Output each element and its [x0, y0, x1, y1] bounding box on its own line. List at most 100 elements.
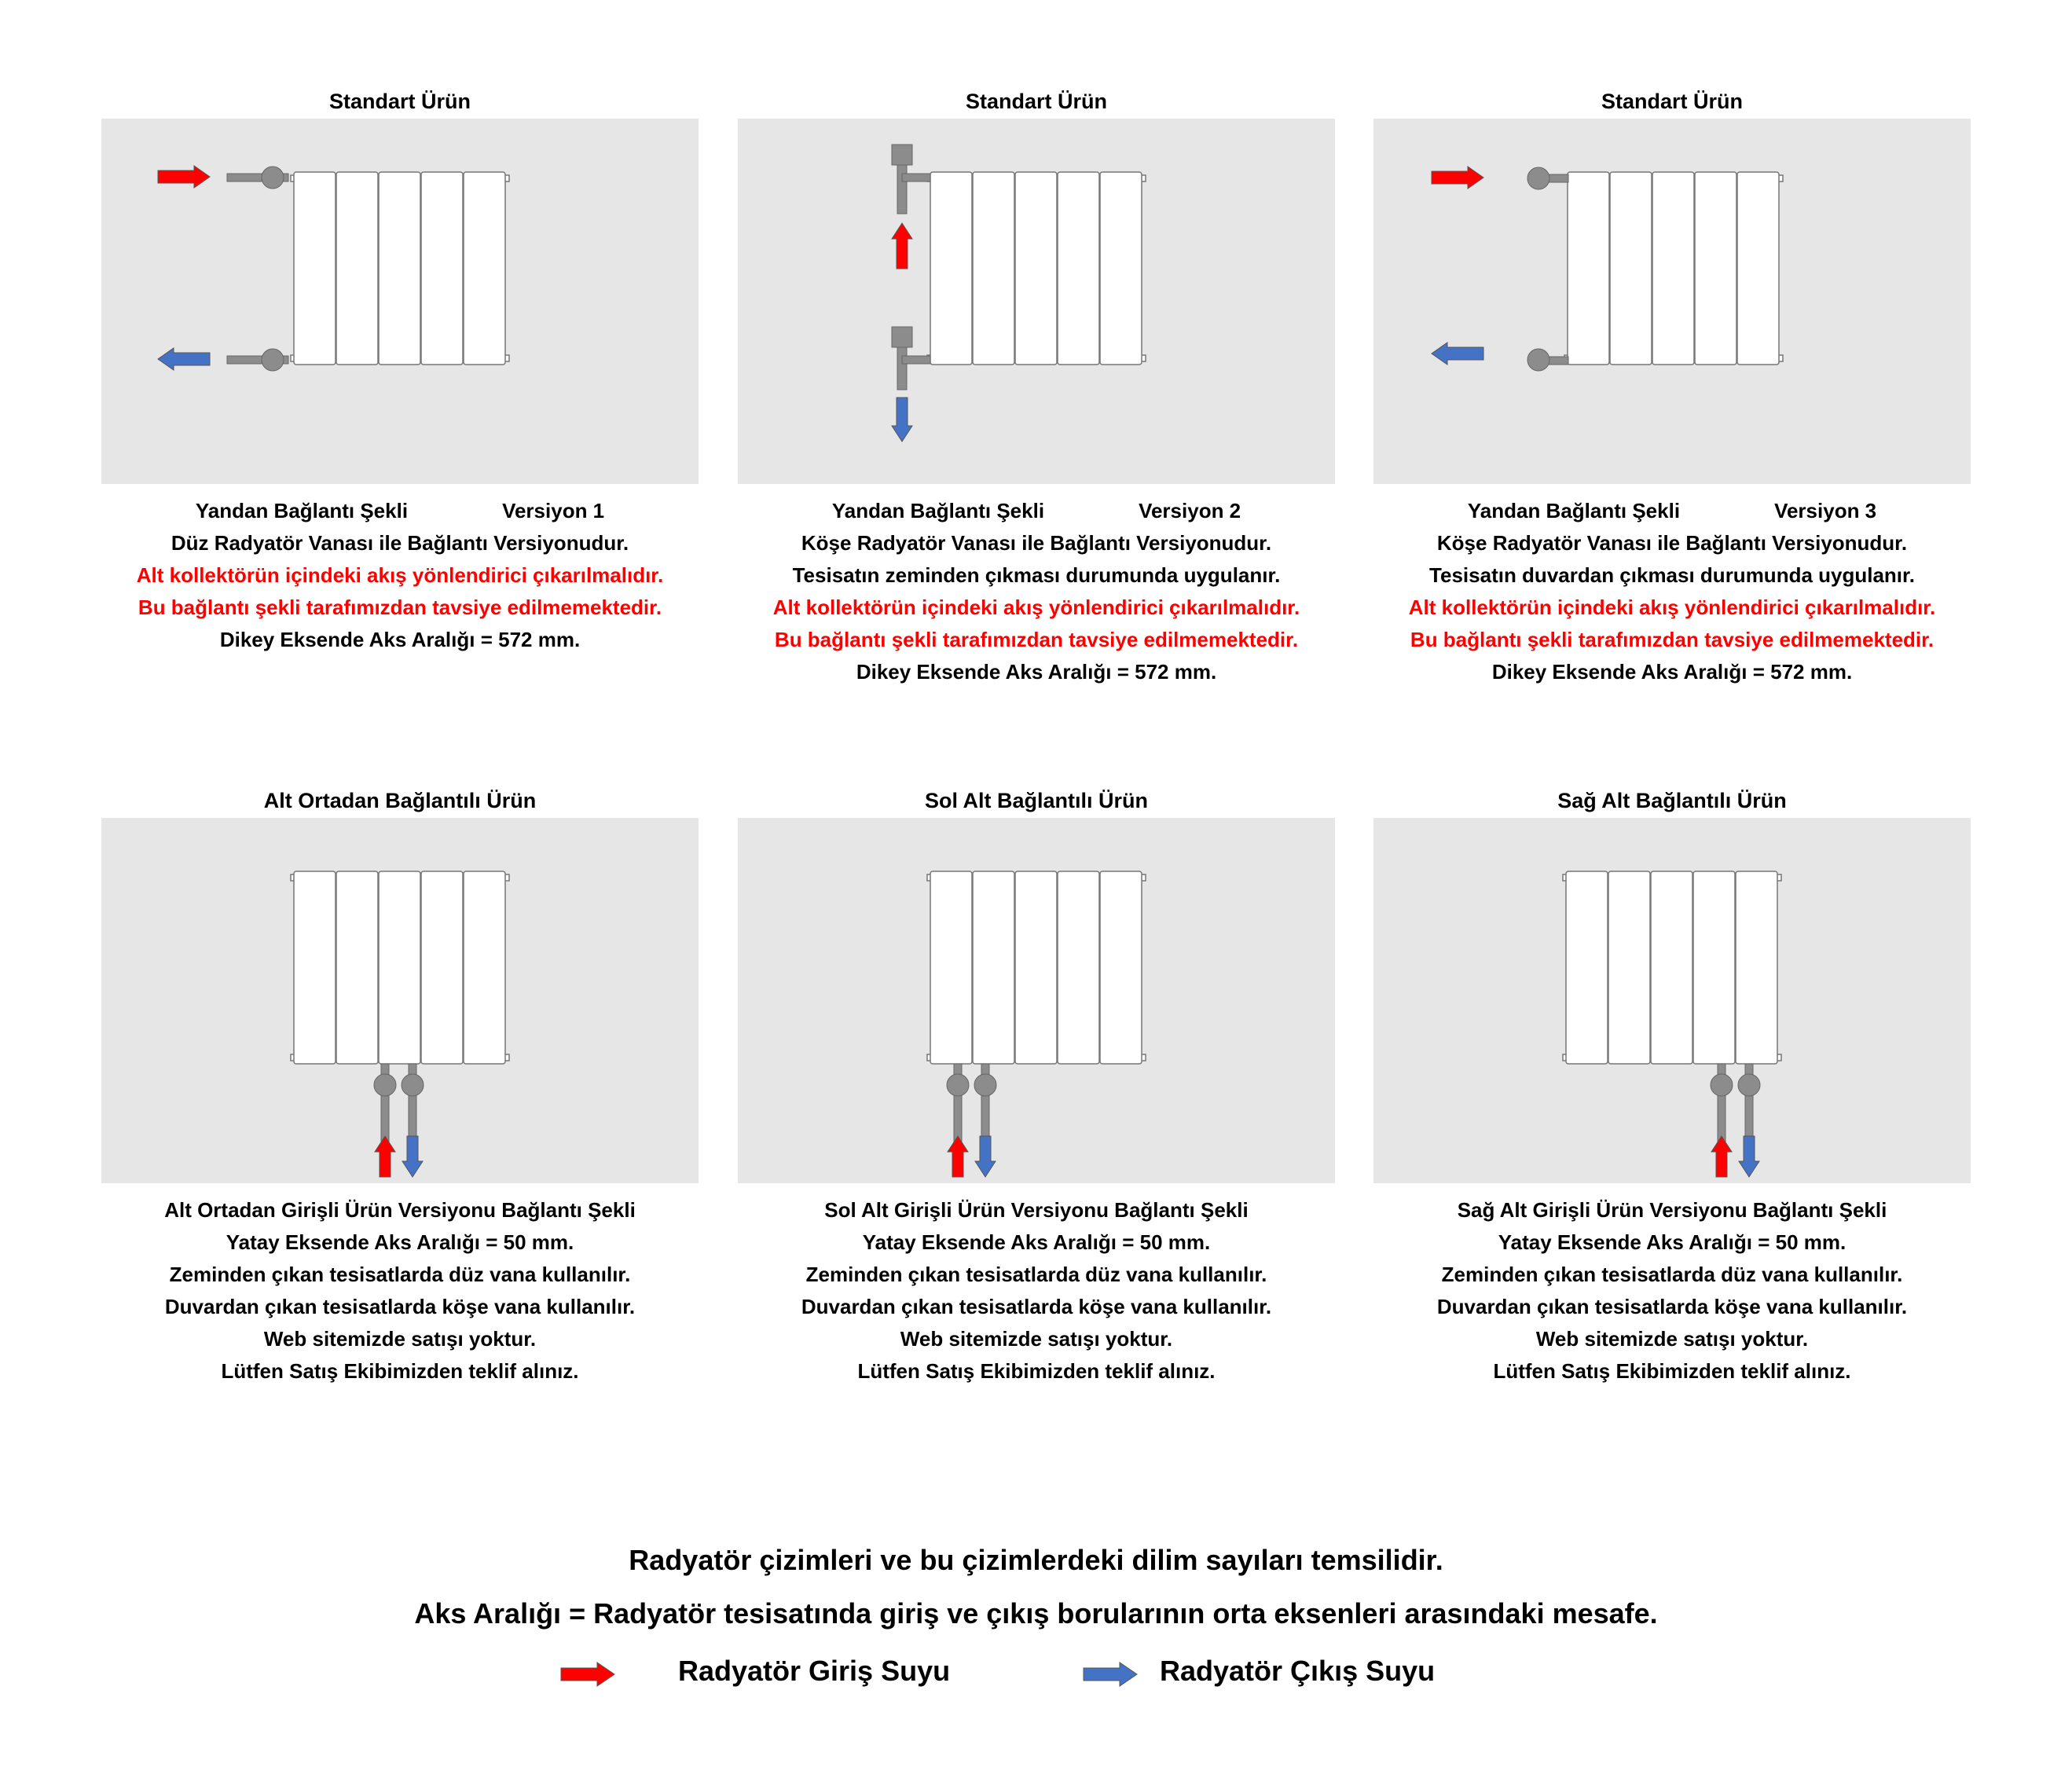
radiator-slice [1014, 871, 1058, 1065]
radiator-slice [1694, 171, 1737, 365]
version-label: Versiyon 1 [502, 499, 605, 522]
version-label: Versiyon 3 [1774, 499, 1877, 522]
valve-knob-icon [261, 166, 284, 189]
legend-outlet-arrow-icon [1083, 1662, 1138, 1687]
radiator-slice [1014, 171, 1058, 365]
legend-inlet-label: Radyatör Giriş Suyu [678, 1655, 951, 1687]
description-line: Web sitemizde satışı yoktur. [1535, 1327, 1809, 1351]
description-line: Duvardan çıkan tesisatlarda köşe vana ku… [801, 1295, 1272, 1318]
corner-valve-icon [891, 326, 913, 348]
valve-knob-icon [373, 1073, 397, 1097]
footnote-representative: Radyatör çizimleri ve bu çizimlerdeki di… [629, 1544, 1443, 1576]
radiator-slice [1565, 871, 1608, 1065]
pipe [226, 173, 289, 182]
corner-valve-icon [891, 144, 913, 166]
description-line: Alt Ortadan Girişli Ürün Versiyonu Bağla… [164, 1198, 636, 1222]
radiator-diagram [290, 871, 510, 1178]
connection-type-label: Yandan Bağlantı Şekli [195, 499, 409, 522]
description-line: Yatay Eksende Aks Aralığı = 50 mm. [226, 1230, 574, 1254]
valve-knob-icon [401, 1073, 424, 1097]
valve-knob-icon [1527, 348, 1550, 372]
description-line: Yandan Bağlantı Şekli Versiyon 2 [738, 495, 1335, 527]
radiator-slice [930, 171, 973, 365]
inlet-arrow-icon [1711, 1135, 1733, 1178]
valve-knob-icon [1710, 1073, 1733, 1097]
radiator-slice [1608, 871, 1651, 1065]
warning-line: Bu bağlantı şekli tarafımızdan tavsiye e… [138, 596, 662, 619]
description-line: Dikey Eksende Aks Aralığı = 572 mm. [856, 660, 1217, 684]
description-line: Zeminden çıkan tesisatlarda düz vana kul… [1441, 1263, 1903, 1286]
valve-knob-icon [1737, 1073, 1761, 1097]
radiator-slice [293, 171, 336, 365]
description-line: Yandan Bağlantı Şekli Versiyon 3 [1373, 495, 1971, 527]
radiator-slice [378, 171, 421, 365]
radiator-slice [1057, 171, 1100, 365]
pipe [897, 164, 908, 214]
warning-line: Bu bağlantı şekli tarafımızdan tavsiye e… [1410, 628, 1934, 651]
radiator-diagram [926, 871, 1146, 1178]
outlet-arrow-icon [974, 1135, 996, 1178]
connection-type-label: Yandan Bağlantı Şekli [1467, 499, 1681, 522]
diagram-panel-side-floor-corner [738, 119, 1335, 484]
panel-title: Sol Alt Bağlantılı Ürün [924, 789, 1148, 812]
panel-description: Alt Ortadan Girişli Ürün Versiyonu Bağla… [101, 1194, 699, 1388]
radiator-slice [1650, 871, 1693, 1065]
pipe [226, 355, 289, 365]
panel-description: Sağ Alt Girişli Ürün Versiyonu Bağlantı … [1373, 1194, 1971, 1388]
inlet-arrow-icon [891, 222, 913, 269]
radiator-diagram [157, 165, 510, 372]
radiator-slice [463, 171, 506, 365]
radiator-slice [930, 871, 973, 1065]
radiator-diagram [1562, 871, 1782, 1178]
radiator-slice [972, 171, 1015, 365]
description-line: Yatay Eksende Aks Aralığı = 50 mm. [1498, 1230, 1846, 1254]
description-line: Sol Alt Girişli Ürün Versiyonu Bağlantı … [824, 1198, 1249, 1222]
valve-knob-icon [1527, 167, 1550, 190]
warning-line: Alt kollektörün içindeki akış yönlendiri… [1408, 596, 1936, 619]
radiator-icon [926, 871, 1146, 1065]
description-line: Köşe Radyatör Vanası ile Bağlantı Versiy… [801, 531, 1272, 555]
radiator-slice [972, 871, 1015, 1065]
description-line: Duvardan çıkan tesisatlarda köşe vana ku… [1436, 1295, 1908, 1318]
description-line: Tesisatın zeminden çıkması durumunda uyg… [792, 563, 1281, 587]
version-label: Versiyon 2 [1139, 499, 1241, 522]
pipe [901, 173, 931, 182]
radiator-slice [293, 871, 336, 1065]
warning-line: Alt kollektörün içindeki akış yönlendiri… [136, 563, 664, 587]
outlet-arrow-icon [891, 397, 913, 442]
footnote-axis-definition: Aks Aralığı = Radyatör tesisatında giriş… [414, 1597, 1658, 1630]
panel-title: Standart Ürün [965, 90, 1107, 113]
radiator-slice [1057, 871, 1100, 1065]
description-line: Lütfen Satış Ekibimizden teklif alınız. [1493, 1359, 1851, 1383]
inlet-arrow-icon [1431, 166, 1484, 189]
pipe [901, 355, 931, 365]
panel-description: Yandan Bağlantı Şekli Versiyon 3 Köşe Rady… [1373, 495, 1971, 688]
warning-line: Alt kollektörün içindeki akış yönlendiri… [772, 596, 1300, 619]
description-line: Web sitemizde satışı yoktur. [900, 1327, 1173, 1351]
panel-title: Sağ Alt Bağlantılı Ürün [1557, 789, 1787, 812]
warning-line: Bu bağlantı şekli tarafımızdan tavsiye e… [774, 628, 1299, 651]
panel-title: Standart Ürün [1601, 90, 1743, 113]
diagram-panel-bottom-right [1373, 818, 1971, 1183]
legend-inlet-arrow-icon [560, 1662, 615, 1687]
radiator-slice [1567, 171, 1610, 365]
radiator-slice [336, 871, 379, 1065]
diagram-panel-side-wall-corner [1373, 119, 1971, 484]
radiator-icon [290, 171, 510, 365]
radiator-slice [420, 171, 464, 365]
description-line: Köşe Radyatör Vanası ile Bağlantı Versiy… [1436, 531, 1908, 555]
valve-knob-icon [261, 348, 284, 372]
radiator-slice [463, 871, 506, 1065]
pipe [897, 346, 908, 390]
inlet-arrow-icon [157, 165, 211, 189]
diagram-panel-side-straight [101, 119, 699, 484]
panel-description: Yandan Bağlantı Şekli Versiyon 2 Köşe Rady… [738, 495, 1335, 688]
description-line: Yandan Bağlantı Şekli Versiyon 1 [101, 495, 699, 527]
radiator-slice [420, 871, 464, 1065]
description-line: Dikey Eksende Aks Aralığı = 572 mm. [1491, 660, 1853, 684]
radiator-diagram [1431, 166, 1784, 372]
radiator-slice [1099, 871, 1142, 1065]
outlet-arrow-icon [1431, 342, 1484, 365]
description-line: Yatay Eksende Aks Aralığı = 50 mm. [862, 1230, 1211, 1254]
radiator-slice [1735, 871, 1778, 1065]
